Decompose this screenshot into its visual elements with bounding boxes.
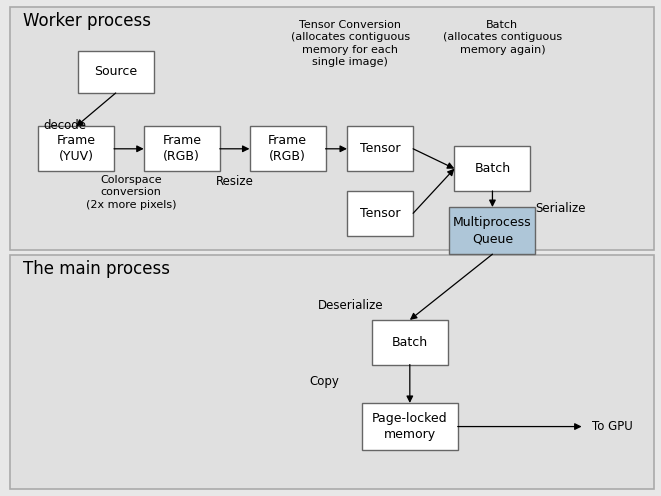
Text: Copy: Copy <box>309 375 339 388</box>
FancyBboxPatch shape <box>38 126 114 171</box>
Text: Tensor Conversion
(allocates contiguous
memory for each
single image): Tensor Conversion (allocates contiguous … <box>291 20 410 67</box>
Text: Resize: Resize <box>215 175 254 188</box>
Text: Batch
(allocates contiguous
memory again): Batch (allocates contiguous memory again… <box>443 20 562 55</box>
Text: Tensor: Tensor <box>360 142 401 155</box>
FancyBboxPatch shape <box>455 146 530 191</box>
FancyBboxPatch shape <box>449 207 535 254</box>
Text: To GPU: To GPU <box>592 420 633 433</box>
Text: Deserialize: Deserialize <box>317 300 383 312</box>
Text: Multiprocess
Queue: Multiprocess Queue <box>453 216 531 245</box>
FancyBboxPatch shape <box>347 191 413 236</box>
Text: Batch: Batch <box>392 336 428 349</box>
Text: Frame
(RGB): Frame (RGB) <box>162 134 202 163</box>
FancyBboxPatch shape <box>250 126 326 171</box>
Text: Source: Source <box>94 65 137 78</box>
FancyBboxPatch shape <box>78 51 153 93</box>
FancyBboxPatch shape <box>10 7 654 250</box>
Text: Batch: Batch <box>475 162 510 175</box>
Text: Frame
(RGB): Frame (RGB) <box>268 134 307 163</box>
Text: Serialize: Serialize <box>535 202 586 215</box>
Text: Colorspace
conversion
(2x more pixels): Colorspace conversion (2x more pixels) <box>86 175 176 210</box>
FancyBboxPatch shape <box>362 403 457 450</box>
Text: The main process: The main process <box>23 260 170 278</box>
Text: Frame
(YUV): Frame (YUV) <box>56 134 96 163</box>
FancyBboxPatch shape <box>371 320 448 365</box>
Text: Page-locked
memory: Page-locked memory <box>372 412 447 441</box>
Text: Worker process: Worker process <box>23 12 151 30</box>
FancyBboxPatch shape <box>10 255 654 489</box>
Text: decode: decode <box>43 119 86 132</box>
FancyBboxPatch shape <box>347 126 413 171</box>
FancyBboxPatch shape <box>144 126 219 171</box>
Text: Tensor: Tensor <box>360 207 401 220</box>
